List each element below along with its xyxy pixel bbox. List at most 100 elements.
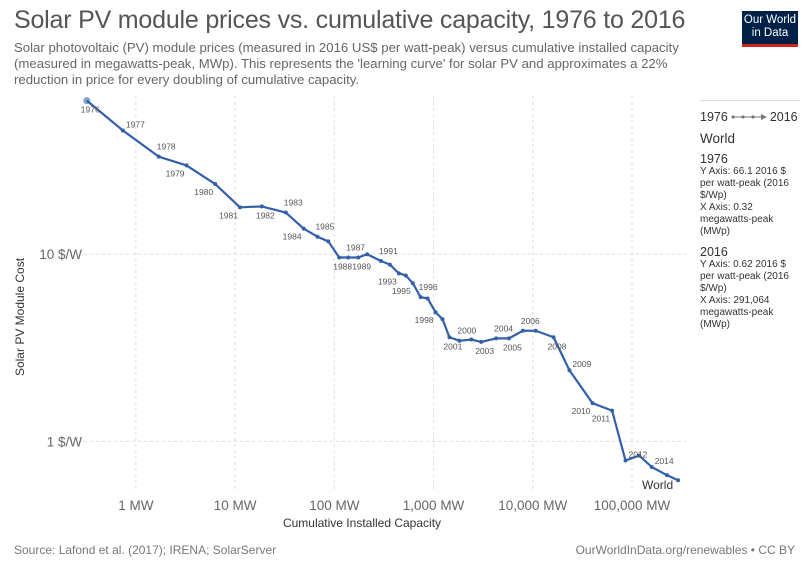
series-end-label: World	[642, 478, 673, 492]
data-point	[418, 295, 423, 300]
data-point	[649, 464, 654, 469]
point-label: 1980	[194, 187, 213, 197]
point-label: 1981	[219, 210, 238, 220]
x-tick-label: 1,000 MW	[403, 498, 465, 513]
range-start: 1976	[700, 110, 728, 124]
data-point	[213, 182, 218, 187]
data-point	[425, 296, 430, 301]
logo-line-2: in Data	[751, 27, 789, 39]
point-label: 1983	[284, 198, 303, 208]
data-point	[326, 239, 331, 244]
point-label: 1995	[392, 286, 411, 296]
x-tick-label: 10 MW	[214, 498, 257, 513]
point-label: 1989	[352, 262, 371, 272]
legend-start-x: X Axis: 0.32 megawatts-peak (MWp)	[700, 202, 774, 237]
data-point	[664, 473, 669, 478]
point-labels: 1976 1977 1978 1979 1980 1981 1982 1983 1984 1985…	[81, 105, 674, 466]
point-label: 2003	[475, 346, 494, 356]
legend-end-x: X Axis: 291,064 megawatts-peak (MWp)	[700, 295, 774, 330]
data-point	[387, 262, 392, 267]
tick-labels: 1 MW 10 MW 100 MW 1,000 MW 10,000 MW 100,000 …	[39, 247, 670, 513]
data-point	[637, 453, 642, 458]
timeline-arrow-icon	[730, 112, 768, 122]
data-point	[479, 339, 484, 344]
data-point	[315, 234, 320, 239]
data-point	[396, 271, 401, 276]
data-point	[365, 252, 370, 257]
data-point	[623, 458, 628, 463]
point-label: 1977	[126, 119, 145, 129]
point-label: 2009	[572, 359, 591, 369]
timeline-range[interactable]: 1976 2016	[700, 110, 800, 124]
data-point	[301, 226, 306, 231]
point-label: 1976	[81, 105, 100, 115]
data-point	[120, 128, 125, 133]
data-point	[457, 338, 462, 343]
chart-subtitle: Solar photovoltaic (PV) module prices (m…	[14, 40, 679, 87]
data-point	[676, 478, 681, 483]
point-label: 1991	[379, 246, 398, 256]
x-tick-label: 10,000 MW	[498, 498, 567, 513]
data-point	[184, 163, 189, 168]
data-point	[356, 255, 361, 260]
logo-line-1: Our World	[743, 14, 797, 26]
point-label: 1996	[419, 282, 438, 292]
data-point	[237, 205, 242, 210]
data-point	[403, 273, 408, 278]
legend-panel: 1976 2016 World 1976 Y Axis: 66.1 2016 $…	[700, 100, 800, 331]
legend-end-year: 2016	[700, 245, 728, 259]
point-label: 1984	[283, 232, 302, 242]
x-axis-label: Cumulative Installed Capacity	[283, 516, 441, 530]
point-label: 1985	[315, 222, 334, 232]
point-label: 1982	[256, 210, 275, 220]
data-point	[533, 328, 538, 333]
data-point	[506, 336, 511, 341]
legend-start-year: 1976	[700, 152, 728, 166]
y-tick-label: 10 $/W	[39, 247, 82, 262]
point-label: 2004	[494, 323, 513, 333]
owid-logo[interactable]: Our World in Data	[742, 11, 798, 47]
x-tick-label: 100,000 MW	[594, 498, 671, 513]
source-link[interactable]: OurWorldInData.org/renewables • CC BY	[575, 543, 795, 557]
legend-entity: World	[700, 131, 736, 146]
data-point	[610, 408, 615, 413]
legend-divider	[700, 100, 800, 101]
legend-end-y: Y Axis: 0.62 2016 $ per watt-peak (2016 …	[700, 259, 789, 294]
point-label: 2011	[592, 414, 611, 424]
point-label: 2008	[548, 341, 567, 351]
data-point	[447, 335, 452, 340]
point-label: 2001	[443, 341, 462, 351]
point-label: 2006	[521, 316, 540, 326]
legend-start-y: Y Axis: 66.1 2016 $ per watt-peak (2016 …	[700, 166, 789, 201]
data-point	[346, 255, 351, 260]
data-point	[259, 204, 264, 209]
chart-title: Solar PV module prices vs. cumulative ca…	[14, 6, 686, 34]
data-point	[378, 258, 383, 263]
data-point	[520, 328, 525, 333]
point-label: 1998	[415, 315, 434, 325]
data-point	[283, 210, 288, 215]
series-world	[83, 97, 681, 483]
y-tick-label: 1 $/W	[47, 434, 83, 449]
point-label: 2014	[655, 456, 674, 466]
data-point	[494, 336, 499, 341]
series-line	[86, 99, 679, 482]
point-label: 1979	[166, 168, 185, 178]
point-label: 2012	[629, 450, 648, 460]
point-label: 1988	[333, 262, 352, 272]
grid-lines	[84, 96, 686, 490]
point-label: 2010	[572, 406, 591, 416]
data-point	[337, 255, 342, 260]
point-label: 2000	[457, 326, 476, 336]
point-label: 1987	[346, 243, 365, 253]
data-point	[433, 310, 438, 315]
point-label: 1993	[378, 276, 397, 286]
x-tick-label: 100 MW	[309, 498, 360, 513]
data-point	[156, 154, 161, 159]
point-label: 1978	[157, 142, 176, 152]
range-end: 2016	[769, 110, 798, 124]
data-point	[567, 368, 572, 373]
x-tick-label: 1 MW	[118, 498, 154, 513]
data-point	[469, 337, 474, 342]
